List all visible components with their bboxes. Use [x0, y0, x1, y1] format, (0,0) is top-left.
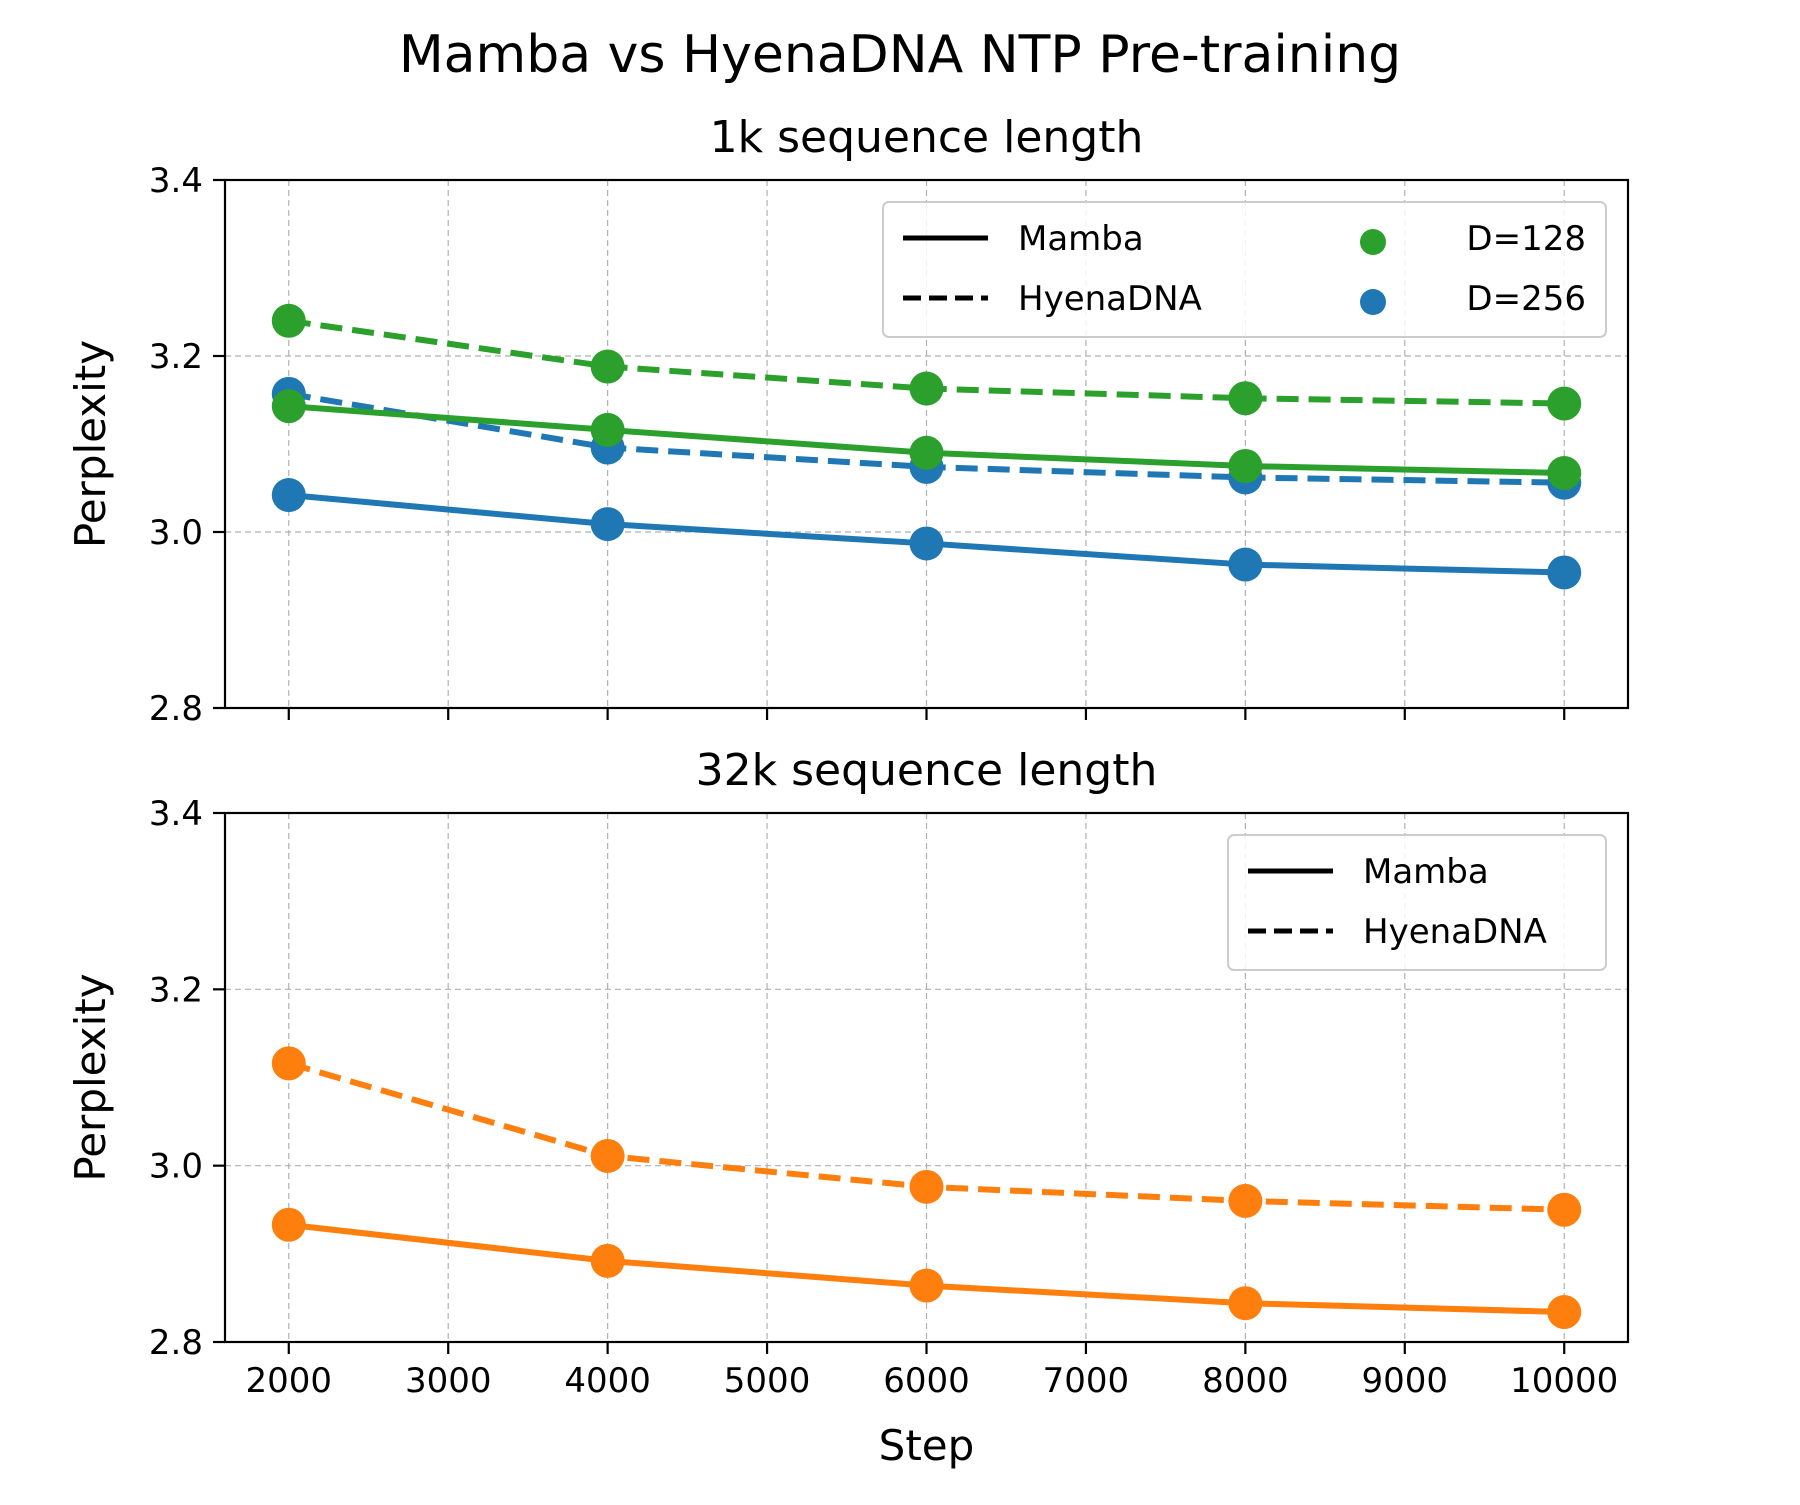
- y-axis-label: Perplexity: [66, 340, 115, 548]
- series-hyenadna-d128: [271, 303, 1582, 421]
- legend-label: Mamba: [1018, 219, 1144, 259]
- x-tick-label: 2000: [246, 1361, 333, 1401]
- legend-label: HyenaDNA: [1018, 279, 1202, 319]
- x-tick-label: 7000: [1043, 1361, 1130, 1401]
- legend-box: [882, 201, 1607, 338]
- subplot-title: 1k sequence length: [710, 112, 1144, 163]
- legend-label: D=128: [1466, 219, 1586, 259]
- x-tick-label: 6000: [883, 1361, 970, 1401]
- data-point: [1228, 547, 1263, 582]
- series-mamba-d256: [271, 478, 1582, 590]
- y-tick-label: 3.2: [149, 337, 203, 377]
- x-tick-label: 8000: [1202, 1361, 1289, 1401]
- y-axis-label: Perplexity: [66, 973, 115, 1181]
- x-tick-label: 10000: [1510, 1361, 1618, 1401]
- subplot-title: 32k sequence length: [696, 745, 1158, 796]
- data-point: [590, 507, 625, 542]
- data-point: [909, 1268, 944, 1303]
- data-point: [909, 1169, 944, 1204]
- data-point: [271, 478, 306, 513]
- y-tick-label: 3.0: [149, 513, 203, 553]
- data-point: [1228, 1286, 1263, 1321]
- y-tick-label: 3.4: [149, 794, 203, 834]
- y-tick-label: 3.0: [149, 1147, 203, 1187]
- y-tick-label: 3.2: [149, 970, 203, 1010]
- x-axis-label: Step: [879, 1421, 975, 1470]
- legend-label: Mamba: [1363, 852, 1489, 892]
- y-tick-label: 3.4: [149, 161, 203, 201]
- data-point: [590, 349, 625, 384]
- data-point: [1228, 1183, 1263, 1218]
- data-point: [909, 435, 944, 470]
- data-point: [271, 1046, 306, 1081]
- legend: Mamba HyenaDNA D=128 D=256: [882, 201, 1607, 338]
- data-point: [1547, 456, 1582, 491]
- data-point: [909, 371, 944, 406]
- legend-label: HyenaDNA: [1363, 912, 1547, 952]
- data-point: [1228, 449, 1263, 483]
- y-tick-label: 2.8: [149, 689, 203, 729]
- data-point: [271, 303, 306, 338]
- data-point: [590, 1243, 625, 1278]
- data-point: [590, 1138, 625, 1173]
- x-tick-label: 3000: [405, 1361, 492, 1401]
- subplot-1: 1k sequence length 2.8 3.0 3.2 3.4 Perplexity…: [66, 112, 1630, 729]
- data-point: [1547, 1192, 1582, 1227]
- data-point: [1547, 386, 1582, 421]
- legend-marker-swatch: [1360, 289, 1386, 315]
- x-tick-label: 4000: [564, 1361, 651, 1401]
- subplot-2: 32k sequence length 2000 3000 4000 5000 6000 7…: [66, 745, 1630, 1470]
- x-tick-label: 9000: [1362, 1361, 1449, 1401]
- series-mamba-d128: [271, 389, 1582, 491]
- data-point: [1547, 555, 1582, 590]
- series-hyenadna: [271, 1046, 1582, 1227]
- x-tick-label: 5000: [724, 1361, 811, 1401]
- data-point: [1547, 1295, 1582, 1330]
- data-point: [590, 412, 625, 447]
- y-tick-label: 2.8: [149, 1323, 203, 1363]
- data-point: [271, 389, 306, 424]
- data-point: [271, 1207, 306, 1242]
- figure-title: Mamba vs HyenaDNA NTP Pre-training: [399, 25, 1401, 85]
- legend: Mamba HyenaDNA: [1227, 834, 1607, 971]
- data-point: [909, 526, 944, 561]
- legend-marker-swatch: [1360, 229, 1386, 255]
- legend-label: D=256: [1466, 279, 1586, 319]
- data-point: [1228, 381, 1263, 416]
- series-mamba: [271, 1207, 1582, 1330]
